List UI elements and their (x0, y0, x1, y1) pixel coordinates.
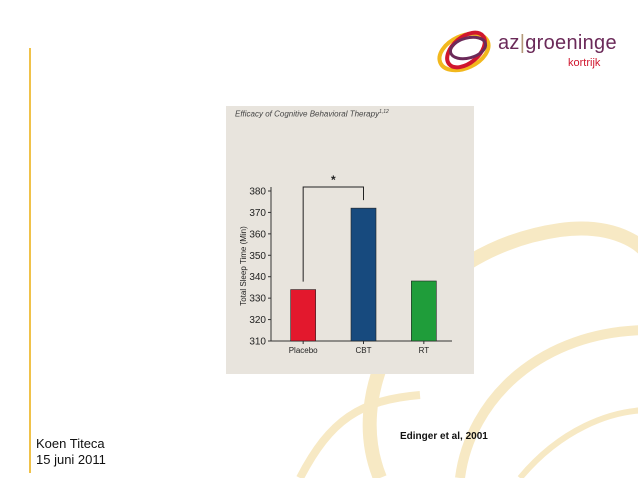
presentation-date: 15 juni 2011 (36, 452, 106, 467)
logo: az|groeninge kortrijk (430, 10, 630, 90)
logo-brand-left: az (498, 32, 520, 54)
citation: Edinger et al, 2001 (400, 431, 488, 442)
x-tick-label: RT (419, 346, 430, 355)
bar-rt (411, 280, 437, 342)
y-tick-label: 330 (249, 294, 266, 305)
y-tick-label: 320 (249, 315, 266, 326)
chart-title-text: Efficacy of Cognitive Behavioral Therapy (235, 109, 380, 119)
chart-title-superscript: 1,12 (379, 109, 389, 115)
logo-brand-right: groeninge (525, 32, 617, 54)
accent-line (29, 48, 31, 473)
x-tick-label: Placebo (289, 346, 318, 355)
logo-rings-icon (437, 30, 491, 73)
y-tick-label: 380 (249, 187, 266, 198)
y-tick-label: 370 (249, 208, 266, 219)
significance-marker: * (331, 173, 336, 187)
significance-bracket (302, 186, 364, 282)
chart-panel: Efficacy of Cognitive Behavioral Therapy… (226, 106, 474, 374)
y-tick-label: 350 (249, 251, 266, 262)
author-block: Koen Titeca 15 juni 2011 (36, 436, 106, 468)
logo-subtitle: kortrijk (568, 57, 601, 69)
bar-chart: 310 320 330 340 350 360 370 380 Total Sleep Time… (239, 173, 452, 355)
author-name: Koen Titeca (36, 436, 105, 451)
y-tick-label: 340 (249, 272, 266, 283)
bar-placebo (290, 289, 316, 342)
bar-cbt (350, 207, 377, 342)
y-tick-label: 310 (249, 337, 266, 348)
chart-title: Efficacy of Cognitive Behavioral Therapy… (235, 109, 389, 119)
x-tick-label: CBT (356, 346, 372, 355)
y-axis-label: Total Sleep Time (Min) (239, 226, 248, 306)
logo-separator: | (519, 32, 526, 54)
y-tick-label: 360 (249, 229, 266, 240)
logo-wordmark: az|groeninge (498, 32, 617, 55)
